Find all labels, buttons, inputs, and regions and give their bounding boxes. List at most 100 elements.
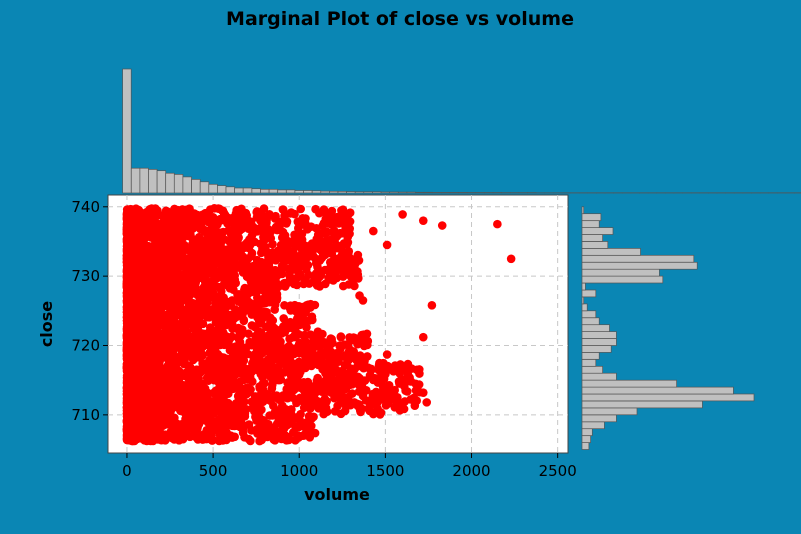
x-histogram-bar <box>166 173 175 193</box>
scatter-point <box>350 398 359 407</box>
y-histogram-bar <box>582 311 596 318</box>
scatter-point <box>163 373 172 382</box>
y-tick-label: 710 <box>71 406 100 424</box>
x-tick-label: 0 <box>122 462 132 480</box>
scatter-point <box>139 272 148 281</box>
scatter-point <box>400 405 409 414</box>
x-tick-label: 1500 <box>366 462 404 480</box>
scatter-point <box>181 308 190 317</box>
scatter-point <box>364 363 373 372</box>
x-histogram-bar <box>278 190 287 193</box>
y-histogram-bar <box>582 214 601 221</box>
scatter-point <box>196 297 205 306</box>
scatter-point <box>324 377 333 386</box>
scatter-point <box>306 404 315 413</box>
y-histogram-bar <box>582 235 603 242</box>
x-tick-label: 1000 <box>280 462 318 480</box>
scatter-point <box>291 344 300 353</box>
scatter-point <box>242 211 251 220</box>
x-histogram-bar <box>140 168 149 193</box>
scatter-point <box>317 237 326 246</box>
scatter-point <box>247 426 256 435</box>
y-histogram-bar <box>582 255 694 262</box>
x-histogram-bar <box>192 179 201 193</box>
scatter-point <box>236 400 245 409</box>
scatter-point <box>403 387 412 396</box>
scatter-point <box>164 311 173 320</box>
x-histogram-bar <box>441 192 450 193</box>
scatter-point <box>312 387 321 396</box>
x-tick-label: 2000 <box>452 462 490 480</box>
scatter-point <box>257 405 266 414</box>
y-histogram-bar <box>582 352 599 359</box>
y-axis-label: close <box>37 301 56 347</box>
x-tick-label: 500 <box>199 462 228 480</box>
scatter-point <box>163 354 172 363</box>
scatter-point <box>287 208 296 217</box>
scatter-point <box>173 263 182 272</box>
scatter-point <box>218 334 227 343</box>
scatter-point <box>170 231 179 240</box>
y-histogram-bar <box>582 304 587 311</box>
scatter-point <box>363 352 372 361</box>
scatter-point <box>231 279 240 288</box>
scatter-point <box>173 325 182 334</box>
scatter-point <box>287 410 296 419</box>
scatter-point <box>213 294 222 303</box>
scatter-point <box>127 407 136 416</box>
scatter-point <box>162 420 171 429</box>
scatter-point <box>136 231 145 240</box>
scatter-point <box>315 282 324 291</box>
scatter-point <box>355 291 364 300</box>
scatter-point <box>263 268 272 277</box>
scatter-point <box>191 408 200 417</box>
y-histogram-bar <box>582 422 604 429</box>
scatter-point <box>266 317 275 326</box>
x-marginal-histogram <box>123 69 801 193</box>
scatter-point <box>124 357 133 366</box>
scatter-point <box>262 394 271 403</box>
scatter-point <box>140 375 149 384</box>
scatter-point <box>252 358 261 367</box>
y-histogram-bar <box>582 415 616 422</box>
x-histogram-bar <box>459 192 468 193</box>
y-histogram-bar <box>582 346 611 353</box>
x-histogram-bar <box>269 189 278 193</box>
scatter-point <box>255 382 264 391</box>
x-histogram-bar <box>493 193 502 194</box>
scatter-point <box>383 241 392 250</box>
scatter-point <box>369 376 378 385</box>
x-histogram-bar <box>157 171 166 193</box>
scatter-point <box>262 425 271 434</box>
y-histogram-bar <box>582 429 592 436</box>
scatter-point <box>128 343 137 352</box>
scatter-point <box>438 221 447 230</box>
y-histogram-bar <box>582 443 589 450</box>
scatter-point <box>150 341 159 350</box>
scatter-point <box>189 338 198 347</box>
scatter-point <box>415 365 424 374</box>
scatter-point <box>280 256 289 265</box>
x-histogram-bar <box>235 188 244 193</box>
scatter-point <box>217 410 226 419</box>
x-histogram-bar <box>131 168 140 193</box>
x-histogram-bar <box>416 192 425 193</box>
scatter-point <box>204 218 213 227</box>
scatter-point <box>266 228 275 237</box>
scatter-point <box>181 277 190 286</box>
scatter-point <box>324 274 333 283</box>
scatter-point <box>326 258 335 267</box>
scatter-point <box>133 352 142 361</box>
x-tick-label: 2500 <box>539 462 577 480</box>
scatter-point <box>304 261 313 270</box>
scatter-point <box>157 395 166 404</box>
scatter-point <box>316 269 325 278</box>
scatter-point <box>230 228 239 237</box>
scatter-point <box>179 381 188 390</box>
scatter-point <box>327 334 336 343</box>
scatter-point <box>209 357 218 366</box>
scatter-point <box>235 386 244 395</box>
y-histogram-bar <box>582 228 613 235</box>
scatter-point <box>351 336 360 345</box>
scatter-point <box>283 237 292 246</box>
